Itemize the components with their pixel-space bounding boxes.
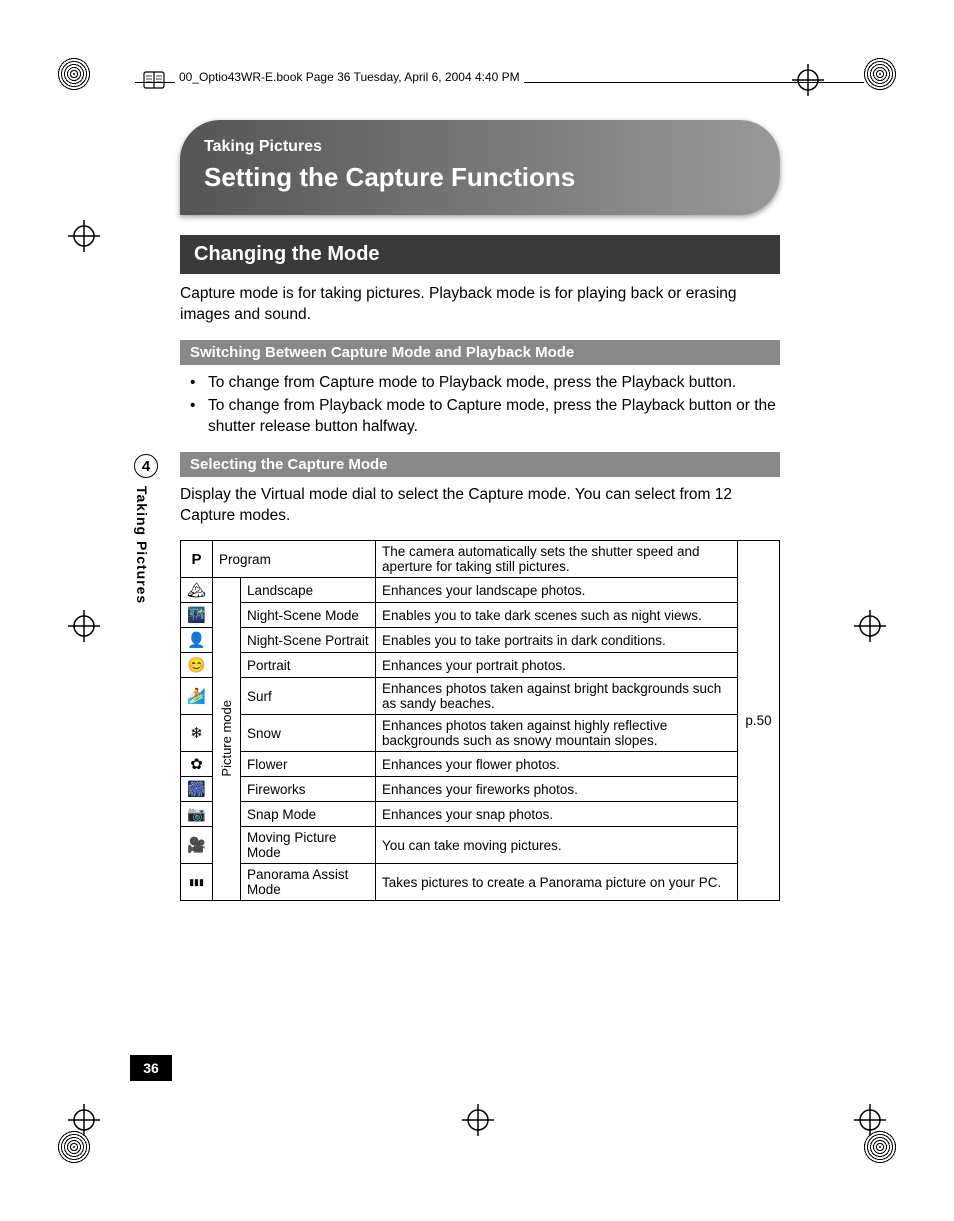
mode-desc: Enhances your portrait photos. [376, 653, 738, 678]
mode-desc: The camera automatically sets the shutte… [376, 541, 738, 578]
mode-desc: Enhances your fireworks photos. [376, 777, 738, 802]
registration-mark [792, 64, 824, 96]
section-intro: Capture mode is for taking pictures. Pla… [180, 284, 780, 326]
running-head: 00_Optio43WR-E.book Page 36 Tuesday, Apr… [175, 70, 524, 84]
capture-modes-table: P Program The camera automatically sets … [180, 540, 780, 901]
registration-mark [68, 220, 100, 252]
title-banner: Taking Pictures Setting the Capture Func… [180, 120, 780, 215]
panorama-icon: ▮▮▮ [181, 864, 213, 901]
subsection-heading: Switching Between Capture Mode and Playb… [180, 340, 780, 365]
subsection-intro: Display the Virtual mode dial to select … [180, 485, 780, 527]
mode-desc: Enhances your snap photos. [376, 802, 738, 827]
mode-desc: Enhances your flower photos. [376, 752, 738, 777]
registration-mark [68, 1104, 100, 1136]
bullet-list: To change from Capture mode to Playback … [180, 373, 780, 438]
section-heading: Changing the Mode [180, 235, 780, 274]
table-row: ▮▮▮ Panorama Assist Mode Takes pictures … [181, 864, 780, 901]
banner-subtitle: Taking Pictures [204, 138, 756, 156]
mode-desc: Takes pictures to create a Panorama pict… [376, 864, 738, 901]
surf-icon: 🏄 [181, 678, 213, 715]
table-row: 👤 Night-Scene Portrait Enables you to ta… [181, 628, 780, 653]
mode-name: Night-Scene Portrait [241, 628, 376, 653]
bullet-item: To change from Playback mode to Capture … [208, 396, 780, 438]
registration-mark [462, 1104, 494, 1136]
bullet-item: To change from Capture mode to Playback … [208, 373, 780, 394]
mode-name: Landscape [241, 578, 376, 603]
chapter-tab: 4 Taking Pictures [134, 454, 158, 604]
fireworks-icon: 🎆 [181, 777, 213, 802]
flower-icon: ✿ [181, 752, 213, 777]
chapter-label: Taking Pictures [134, 486, 150, 604]
portrait-icon: 😊 [181, 653, 213, 678]
table-row: ❄ Snow Enhances photos taken against hig… [181, 715, 780, 752]
spiral-mark [861, 55, 899, 93]
night-portrait-icon: 👤 [181, 628, 213, 653]
table-row: 🎆 Fireworks Enhances your fireworks phot… [181, 777, 780, 802]
mode-name: Fireworks [241, 777, 376, 802]
spiral-mark [55, 55, 93, 93]
mode-name: Snap Mode [241, 802, 376, 827]
subsection-heading: Selecting the Capture Mode [180, 452, 780, 477]
book-icon [140, 66, 168, 94]
table-row: 🎥 Moving Picture Mode You can take movin… [181, 827, 780, 864]
mode-desc: Enables you to take dark scenes such as … [376, 603, 738, 628]
mode-name: Night-Scene Mode [241, 603, 376, 628]
table-row: 🏄 Surf Enhances photos taken against bri… [181, 678, 780, 715]
mode-name: Flower [241, 752, 376, 777]
table-row: P Program The camera automatically sets … [181, 541, 780, 578]
mode-name: Moving Picture Mode [241, 827, 376, 864]
movie-icon: 🎥 [181, 827, 213, 864]
table-row: ✿ Flower Enhances your flower photos. [181, 752, 780, 777]
page-number: 36 [130, 1055, 172, 1081]
mode-name: Portrait [241, 653, 376, 678]
mode-desc: Enhances photos taken against bright bac… [376, 678, 738, 715]
mode-desc: Enables you to take portraits in dark co… [376, 628, 738, 653]
banner-title: Setting the Capture Functions [204, 162, 756, 193]
table-row: 📷 Snap Mode Enhances your snap photos. [181, 802, 780, 827]
mode-icon: P [181, 541, 213, 578]
mode-desc: Enhances your landscape photos. [376, 578, 738, 603]
page-ref: p.50 [738, 541, 780, 901]
night-icon: 🌃 [181, 603, 213, 628]
mountain-icon: 🏔 [181, 578, 213, 603]
snow-icon: ❄ [181, 715, 213, 752]
chapter-number: 4 [134, 454, 158, 478]
table-row: 🏔 Picture mode Landscape Enhances your l… [181, 578, 780, 603]
registration-mark [854, 1104, 886, 1136]
picture-mode-group: Picture mode [213, 578, 241, 901]
mode-name: Snow [241, 715, 376, 752]
table-row: 🌃 Night-Scene Mode Enables you to take d… [181, 603, 780, 628]
snap-icon: 📷 [181, 802, 213, 827]
mode-name: Panorama Assist Mode [241, 864, 376, 901]
registration-mark [854, 610, 886, 642]
mode-desc: Enhances photos taken against highly ref… [376, 715, 738, 752]
mode-name: Surf [241, 678, 376, 715]
mode-name: Program [213, 541, 376, 578]
mode-desc: You can take moving pictures. [376, 827, 738, 864]
table-row: 😊 Portrait Enhances your portrait photos… [181, 653, 780, 678]
registration-mark [68, 610, 100, 642]
